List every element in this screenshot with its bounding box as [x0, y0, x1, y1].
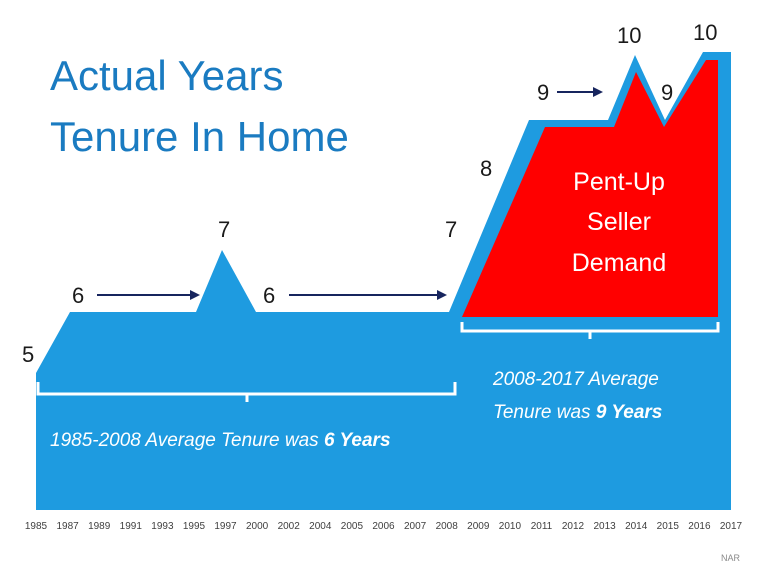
data-label: 8 [480, 156, 492, 181]
pent-up-label: Demand [572, 249, 667, 277]
x-tick-label: 2009 [467, 521, 490, 532]
data-label: 10 [693, 20, 717, 45]
source-label: NAR [720, 553, 740, 563]
x-tick-label: 1997 [214, 521, 237, 532]
x-axis-ticks: 1985 1987 1989 1991 1993 1995 1997 2000 2002 2004… [25, 521, 743, 532]
x-tick-label: 1989 [88, 521, 111, 532]
x-tick-label: 1987 [56, 521, 79, 532]
data-label: 9 [661, 80, 673, 105]
x-tick-label: 2000 [246, 521, 269, 532]
x-tick-label: 2017 [720, 521, 743, 532]
x-tick-label: 1993 [151, 521, 174, 532]
early-period-bracket [36, 382, 457, 402]
x-tick-label: 2013 [593, 521, 616, 532]
x-tick-label: 2002 [278, 521, 301, 532]
chart-title: Actual Years Tenure In Home [50, 45, 349, 167]
x-tick-label: 1991 [120, 521, 143, 532]
x-tick-label: 1995 [183, 521, 206, 532]
x-tick-label: 2005 [341, 521, 364, 532]
pent-up-label: Pent-Up [573, 168, 665, 196]
late-period-bracket [460, 322, 720, 339]
data-label: 5 [22, 342, 34, 367]
late-average-note: 2008-2017 Average [492, 369, 659, 390]
early-average-note: 1985-2008 Average Tenure was 6 Years [50, 430, 391, 451]
x-tick-label: 2006 [372, 521, 395, 532]
title-line: Actual Years [50, 52, 284, 99]
x-tick-label: 1985 [25, 521, 48, 532]
pent-up-label: Seller [587, 208, 651, 236]
data-label: 9 [537, 80, 549, 105]
x-tick-label: 2015 [657, 521, 680, 532]
x-tick-label: 2016 [688, 521, 711, 532]
x-tick-label: 2004 [309, 521, 332, 532]
late-average-note: Tenure was 9 Years [493, 402, 662, 423]
data-label: 6 [72, 283, 84, 308]
pent-up-demand-area [462, 60, 718, 317]
x-tick-label: 2008 [436, 521, 459, 532]
title-line: Tenure In Home [50, 113, 349, 160]
arrow-icon [557, 87, 603, 97]
arrow-icon [97, 290, 200, 300]
x-tick-label: 2012 [562, 521, 585, 532]
arrow-icon [289, 290, 447, 300]
x-tick-label: 2011 [531, 521, 553, 532]
x-tick-label: 2014 [625, 521, 648, 532]
data-label: 7 [445, 217, 457, 242]
x-tick-label: 2007 [404, 521, 427, 532]
data-label: 6 [263, 283, 275, 308]
data-label: 7 [218, 217, 230, 242]
x-tick-label: 2010 [499, 521, 522, 532]
data-label: 10 [617, 23, 641, 48]
